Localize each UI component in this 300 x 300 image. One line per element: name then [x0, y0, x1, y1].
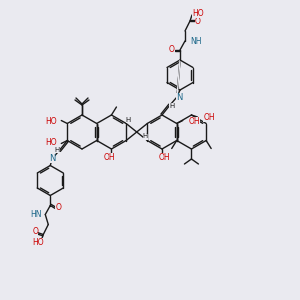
Text: NH: NH — [190, 37, 202, 46]
Text: OH: OH — [203, 112, 215, 122]
Text: H: H — [125, 116, 131, 122]
Text: HO: HO — [46, 138, 57, 147]
Text: H: H — [143, 134, 148, 140]
Text: O: O — [55, 203, 61, 212]
Text: O: O — [195, 16, 201, 26]
Text: HO: HO — [192, 8, 204, 17]
Text: N: N — [49, 154, 56, 163]
Text: OH: OH — [189, 117, 200, 126]
Text: O: O — [32, 227, 38, 236]
Text: OH: OH — [103, 152, 115, 161]
Text: N: N — [176, 92, 182, 101]
Text: H: H — [55, 146, 60, 152]
Text: H: H — [169, 103, 175, 109]
Text: O: O — [169, 46, 175, 55]
Text: HO: HO — [46, 117, 57, 126]
Text: OH: OH — [158, 152, 170, 161]
Text: HN: HN — [30, 210, 41, 219]
Text: HO: HO — [32, 238, 44, 247]
